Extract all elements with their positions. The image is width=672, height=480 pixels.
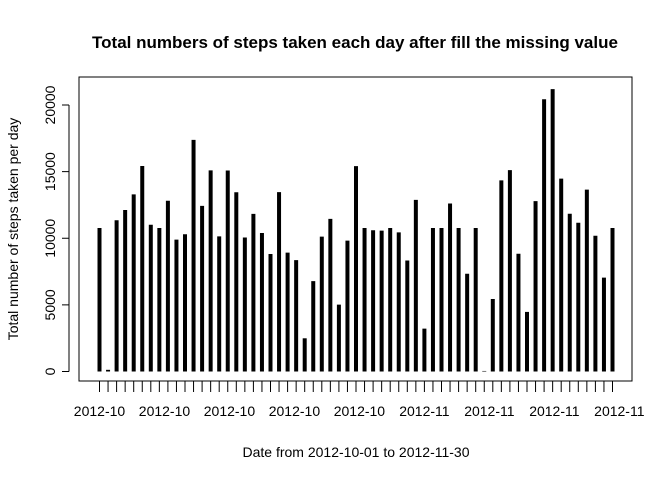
y-axis-label: Total number of steps taken per day: [5, 118, 21, 341]
x-tick-label-4: 2012-10: [269, 403, 321, 419]
y-axis: 0 5000 10000 15000 20000: [42, 85, 70, 375]
x-tick-label-7: 2012-11: [464, 403, 515, 419]
y-tick-label-10000: 10000: [42, 219, 58, 258]
x-tick-label-8: 2012-11: [529, 403, 580, 419]
y-tick-label-20000: 20000: [42, 85, 58, 124]
x-tick-label-2: 2012-10: [139, 403, 191, 419]
y-tick-label-5000: 5000: [42, 289, 58, 320]
chart-title: Total numbers of steps taken each day af…: [92, 33, 618, 52]
x-tick-label-1: 2012-10: [74, 403, 126, 419]
x-axis: 2012-10 2012-10 2012-10 2012-10 2012-10 2012-…: [74, 380, 645, 419]
x-axis-label: Date from 2012-10-01 to 2012-11-30: [243, 444, 470, 460]
x-tick-label-9: 2012-11: [594, 403, 645, 419]
bars: [97, 89, 615, 372]
x-tick-label-3: 2012-10: [204, 403, 256, 419]
x-tick-label-5: 2012-10: [334, 403, 386, 419]
x-tick-label-6: 2012-11: [399, 403, 450, 419]
y-tick-label-0: 0: [42, 367, 58, 375]
y-tick-label-15000: 15000: [42, 152, 58, 191]
